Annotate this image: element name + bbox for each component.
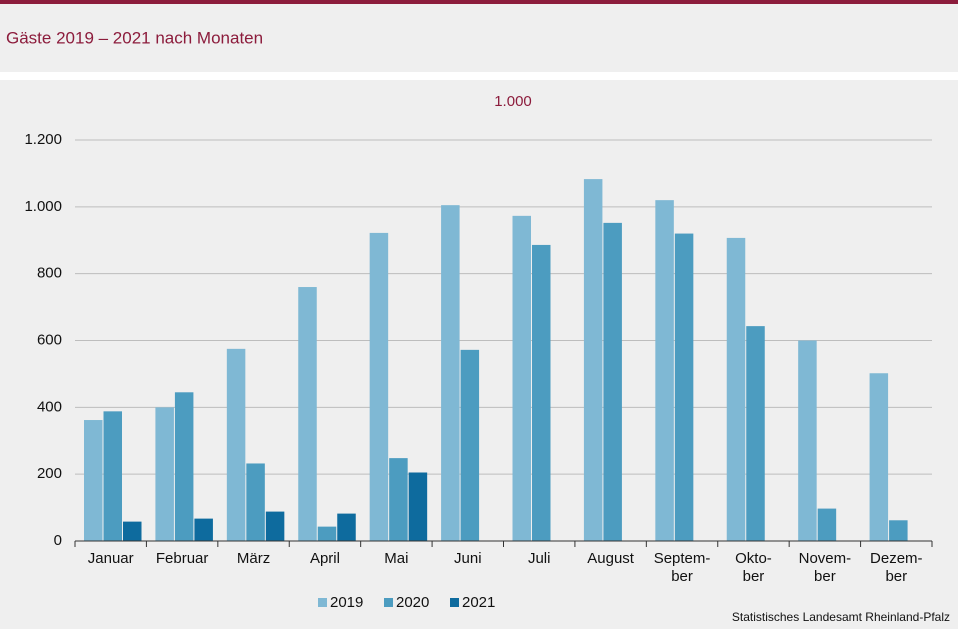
y-tick-label: 0	[54, 532, 62, 549]
x-tick-label: Novem-ber	[799, 550, 852, 585]
bar	[817, 508, 837, 541]
bar	[369, 232, 389, 542]
x-tick-label: Juli	[528, 550, 551, 567]
bar	[583, 179, 603, 541]
legend-swatch	[318, 598, 327, 607]
bar	[889, 520, 908, 541]
x-tick-label: August	[587, 550, 635, 567]
legend-label: 2021	[462, 594, 495, 611]
bar	[460, 349, 480, 541]
bar	[798, 340, 817, 541]
bar	[408, 472, 428, 541]
bar	[123, 521, 142, 541]
legend-swatch	[384, 598, 393, 607]
y-tick-label: 600	[37, 331, 62, 348]
bar	[298, 287, 317, 541]
x-tick-line: Juli	[528, 550, 551, 567]
bar	[103, 411, 122, 541]
bar	[155, 407, 174, 541]
bar	[869, 373, 889, 541]
x-tick-line: Novem-	[799, 550, 852, 567]
y-tick-label: 1.000	[24, 198, 62, 215]
x-tick-line: ber	[814, 568, 836, 585]
legend-swatch	[450, 598, 459, 607]
x-tick-label: Juni	[454, 550, 482, 567]
bar	[441, 205, 460, 541]
bar	[389, 458, 408, 541]
chart-title: Gäste 2019 – 2021 nach Monaten	[6, 28, 263, 47]
x-tick-line: April	[310, 550, 340, 567]
x-tick-label: Okto-ber	[735, 550, 772, 585]
legend-label: 2019	[330, 594, 363, 611]
bar	[674, 233, 694, 542]
x-tick-line: August	[587, 550, 635, 567]
y-tick-label: 1.200	[24, 131, 62, 148]
x-tick-line: Juni	[454, 550, 482, 567]
x-tick-label: April	[310, 550, 340, 567]
x-tick-line: Mai	[384, 550, 408, 567]
x-tick-label: Januar	[88, 550, 134, 567]
x-tick-label: März	[237, 550, 270, 567]
bar	[746, 326, 765, 541]
top-bar	[0, 0, 958, 4]
y-tick-label: 800	[37, 265, 62, 282]
bar	[655, 200, 674, 541]
x-tick-line: ber	[671, 568, 693, 585]
bar	[512, 215, 531, 541]
bar	[246, 463, 265, 541]
unit-label: 1.000	[494, 93, 532, 110]
bar	[265, 511, 285, 541]
x-tick-line: ber	[743, 568, 765, 585]
bar	[726, 237, 746, 541]
x-tick-line: Okto-	[735, 550, 772, 567]
x-tick-label: Dezem-ber	[870, 550, 923, 585]
x-tick-line: Dezem-	[870, 550, 923, 567]
bar	[532, 244, 551, 541]
header	[0, 4, 958, 72]
bar	[194, 518, 213, 541]
x-tick-line: Januar	[88, 550, 134, 567]
source: Statistisches Landesamt Rheinland-Pfalz	[732, 610, 950, 624]
x-tick-line: März	[237, 550, 270, 567]
bar	[84, 420, 103, 541]
x-tick-line: Septem-	[654, 550, 711, 567]
bar	[226, 348, 246, 541]
x-tick-label: Septem-ber	[654, 550, 711, 585]
x-tick-label: Februar	[156, 550, 209, 567]
bar	[337, 513, 356, 541]
x-tick-line: Februar	[156, 550, 209, 567]
bar	[603, 222, 622, 541]
y-tick-label: 400	[37, 398, 62, 415]
x-tick-label: Mai	[384, 550, 408, 567]
y-tick-label: 200	[37, 465, 62, 482]
legend-label: 2020	[396, 594, 429, 611]
x-tick-line: ber	[885, 568, 907, 585]
bar	[174, 392, 194, 541]
bar	[317, 526, 337, 541]
